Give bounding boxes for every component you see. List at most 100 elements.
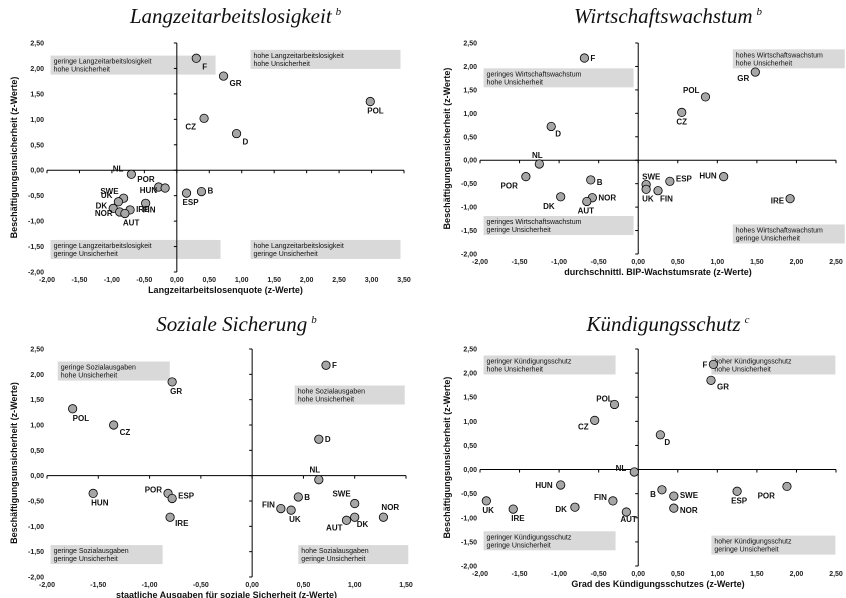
x-tick-label: 0,00 bbox=[631, 571, 645, 578]
quadrant-label: hohe Langzeitarbeitslosigkeit bbox=[253, 53, 343, 60]
quadrant-label: hohe Unsicherheit bbox=[487, 79, 543, 86]
point-label: B bbox=[597, 178, 603, 187]
quadrant-box bbox=[50, 239, 221, 259]
chart-title: Langzeitarbeitslosigkeit b bbox=[129, 4, 342, 28]
point-label: B bbox=[207, 187, 213, 196]
chart-title-text: Soziale Sicherung bbox=[156, 312, 307, 336]
quadrant-box bbox=[711, 535, 836, 555]
data-point-hun bbox=[160, 183, 170, 193]
x-tick-label: 2,50 bbox=[829, 571, 843, 578]
data-point-fin bbox=[653, 186, 663, 196]
point-label: CZ bbox=[185, 122, 196, 131]
data-point-gr bbox=[706, 375, 716, 385]
y-tick-label: 2,50 bbox=[463, 41, 477, 48]
quadrant-label: geringe Langzeitarbeitslosigkeit bbox=[54, 59, 152, 66]
y-tick-label: 2,50 bbox=[30, 41, 44, 48]
quadrant-label: hohe Sozialausgaben bbox=[298, 388, 365, 395]
y-tick-label: 1,00 bbox=[463, 419, 477, 426]
x-tick-label: 2,00 bbox=[790, 571, 804, 578]
y-tick-label: 1,00 bbox=[30, 423, 44, 430]
point-label: CZ bbox=[578, 422, 589, 431]
data-point-pol bbox=[365, 96, 375, 107]
quadrant-label: geringer Kündigungsschutz bbox=[487, 534, 572, 541]
y-tick-label: -1,00 bbox=[461, 515, 477, 522]
point-label: SWE bbox=[680, 491, 699, 500]
y-tick-label: 0,50 bbox=[463, 134, 477, 141]
x-tick-label: -2,00 bbox=[39, 582, 55, 589]
y-tick-label: -1,50 bbox=[461, 228, 477, 235]
quadrant-box bbox=[483, 216, 634, 236]
y-tick-label: 1,50 bbox=[463, 87, 477, 94]
x-tick-label: -0,50 bbox=[591, 571, 607, 578]
data-point-b bbox=[586, 175, 596, 185]
quadrant-label: hohe Unsicherheit bbox=[298, 396, 354, 403]
point-label: POR bbox=[758, 491, 776, 500]
point-label: NOR bbox=[680, 506, 698, 515]
point-label: HUN bbox=[140, 186, 158, 195]
data-point-d bbox=[231, 128, 242, 139]
x-tick-label: -2,00 bbox=[472, 571, 488, 578]
data-point-cz bbox=[677, 107, 687, 117]
quadrant-label: geringe Unsicherheit bbox=[253, 251, 317, 258]
x-tick-label: -1,00 bbox=[551, 571, 567, 578]
x-tick-label: -0,50 bbox=[136, 277, 152, 284]
point-label: ESP bbox=[676, 174, 693, 183]
data-point-aut bbox=[621, 507, 631, 517]
chart-title-superscript: b bbox=[757, 6, 763, 18]
x-tick-label: -1,00 bbox=[142, 582, 158, 589]
point-label: F bbox=[202, 62, 207, 71]
x-axis-label: Langzeitarbeitslosenquote (z-Werte) bbox=[148, 285, 303, 295]
y-tick-label: 0,00 bbox=[463, 158, 477, 165]
quadrant-label: geringe Unsicherheit bbox=[714, 547, 778, 554]
y-tick-label: 0,00 bbox=[30, 473, 44, 480]
point-label: F bbox=[702, 360, 707, 369]
x-tick-label: 2,50 bbox=[829, 259, 843, 266]
scatter-panel: Soziale Sicherung b geringe Sozialausgaben… bbox=[9, 312, 413, 598]
data-point-aut bbox=[341, 515, 352, 525]
y-axis-label: Beschäftigungsunsicherheit (z-Werte) bbox=[442, 377, 452, 539]
point-label: NL bbox=[309, 466, 320, 475]
point-label: DK bbox=[555, 505, 567, 514]
y-tick-label: -2,00 bbox=[28, 270, 44, 277]
chart-title: Kündigungsschutz c bbox=[586, 312, 750, 336]
data-point-f bbox=[708, 359, 718, 370]
data-point-por bbox=[521, 172, 531, 182]
quadrant-label: geringe Unsicherheit bbox=[54, 556, 118, 563]
data-point-nl bbox=[534, 159, 544, 169]
point-label: POL bbox=[683, 86, 700, 95]
y-tick-label: 2,50 bbox=[463, 347, 477, 354]
data-point-nl bbox=[126, 169, 136, 179]
point-label: NL bbox=[616, 464, 627, 473]
quadrant-label: geringe Unsicherheit bbox=[487, 542, 551, 549]
quadrant-box bbox=[50, 545, 163, 565]
x-tick-label: 2,50 bbox=[332, 277, 346, 284]
point-label: ESP bbox=[731, 496, 748, 505]
data-point-fin bbox=[276, 503, 286, 514]
point-label: DK bbox=[357, 520, 369, 529]
point-label: DK bbox=[96, 201, 108, 210]
data-point-nor bbox=[669, 503, 679, 513]
y-tick-label: 1,50 bbox=[463, 395, 477, 402]
y-tick-label: 1,00 bbox=[463, 111, 477, 118]
data-point-aut bbox=[120, 208, 130, 219]
quadrant-label: geringe Unsicherheit bbox=[54, 251, 118, 258]
x-tick-label: -1,00 bbox=[551, 259, 567, 266]
x-tick-label: 1,00 bbox=[348, 582, 362, 589]
x-axis-label: Grad des Kündigungsschutzes (z-Werte) bbox=[571, 579, 744, 589]
quadrant-label: geringe Langzeitarbeitslosigkeit bbox=[54, 243, 152, 250]
quadrant-label: hohe Langzeitarbeitslosigkeit bbox=[253, 243, 343, 250]
data-point-d bbox=[546, 121, 556, 132]
y-tick-label: 0,50 bbox=[463, 443, 477, 450]
data-point-f bbox=[579, 53, 590, 63]
data-point-b bbox=[293, 492, 303, 502]
x-tick-label: -1,50 bbox=[90, 582, 106, 589]
point-label: AUT bbox=[578, 206, 595, 215]
x-tick-label: 0,50 bbox=[202, 277, 216, 284]
quadrant-box bbox=[57, 361, 170, 381]
y-tick-label: -2,00 bbox=[28, 575, 44, 582]
data-point-gr bbox=[750, 67, 760, 77]
x-tick-label: 1,00 bbox=[711, 259, 725, 266]
data-point-gr bbox=[167, 377, 177, 387]
data-point-b bbox=[196, 186, 207, 197]
scatter-panel: Wirtschaftswachstum b geringes Wirtschafts… bbox=[442, 4, 845, 277]
